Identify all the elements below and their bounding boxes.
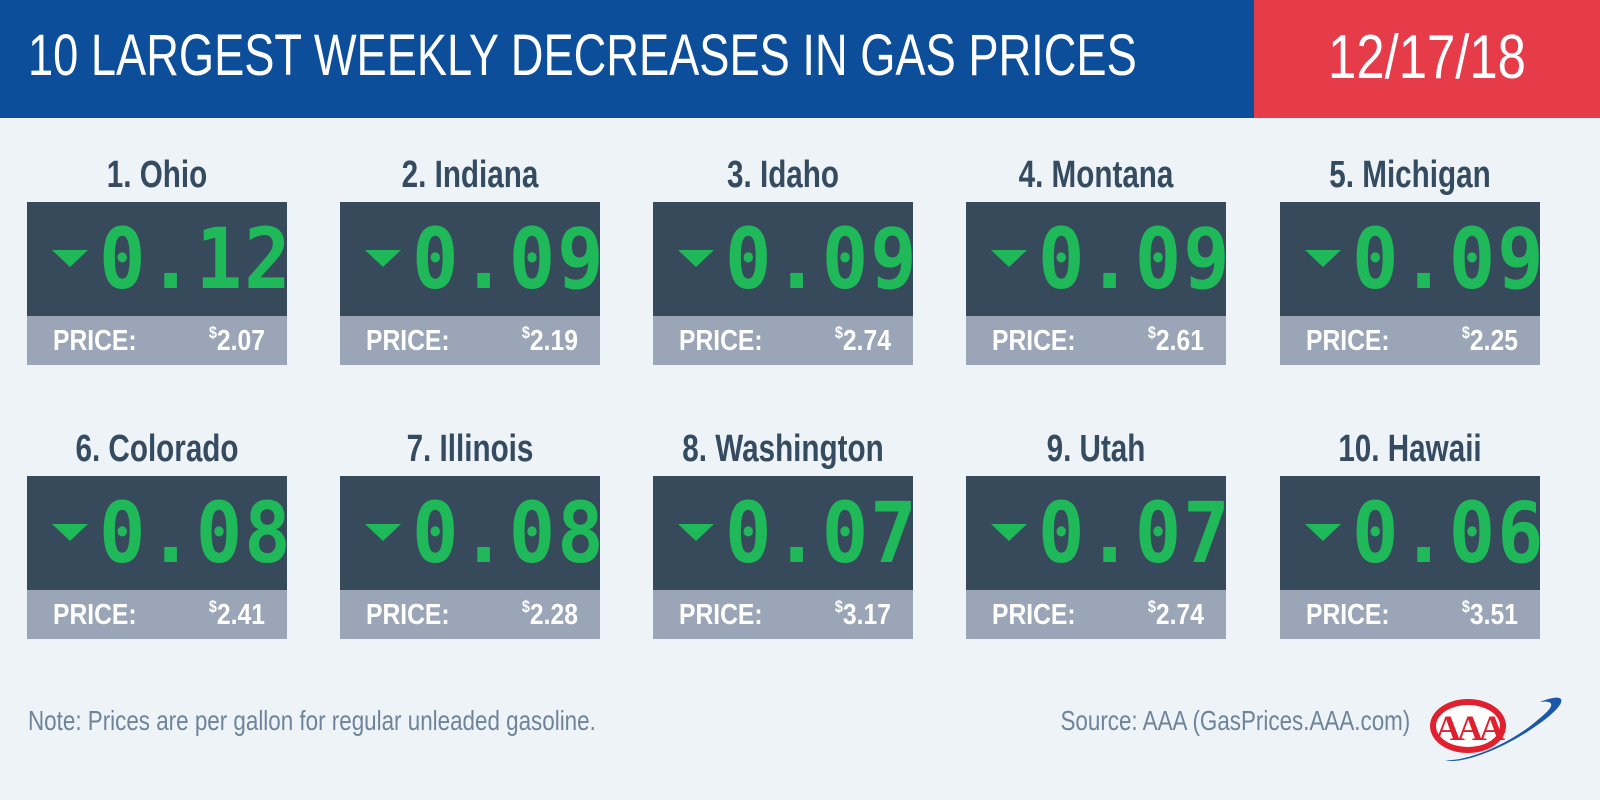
change-value: 0.09 [412, 210, 600, 308]
price-bar: PRICE: $3.51 [1280, 590, 1540, 639]
price-value: $2.61 [1147, 323, 1204, 357]
page-title: 10 LARGEST WEEKLY DECREASES IN GAS PRICE… [28, 23, 1137, 88]
price-bar: PRICE: $2.25 [1280, 316, 1540, 365]
down-arrow-icon [365, 250, 401, 267]
price-bar: PRICE: $2.07 [27, 316, 287, 365]
price-label: PRICE: [992, 599, 1076, 631]
price-bar: PRICE: $2.74 [653, 316, 913, 365]
header-banner: 10 LARGEST WEEKLY DECREASES IN GAS PRICE… [0, 0, 1600, 118]
date-badge: 12/17/18 [1254, 0, 1600, 118]
price-value: $2.74 [834, 323, 891, 357]
change-value: 0.09 [725, 210, 913, 308]
price-value: $2.74 [1147, 597, 1204, 631]
price-label: PRICE: [679, 325, 763, 357]
price-label: PRICE: [366, 325, 450, 357]
price-label: PRICE: [1306, 599, 1390, 631]
price-bar: PRICE: $3.17 [653, 590, 913, 639]
price-value: $2.07 [208, 323, 265, 357]
price-bar: PRICE: $2.41 [27, 590, 287, 639]
price-bar: PRICE: $2.28 [340, 590, 600, 639]
change-display: 0.09 [340, 202, 600, 316]
change-display: 0.09 [1280, 202, 1540, 316]
source-credit: Source: AAA (GasPrices.AAA.com) [1060, 705, 1410, 736]
svg-text:AAA: AAA [1435, 708, 1505, 748]
date-text: 12/17/18 [1328, 23, 1526, 92]
change-value: 0.09 [1352, 210, 1540, 308]
price-label: PRICE: [1306, 325, 1390, 357]
footnote: Note: Prices are per gallon for regular … [28, 705, 596, 736]
price-label: PRICE: [366, 599, 450, 631]
change-display: 0.08 [340, 476, 600, 590]
down-arrow-icon [365, 524, 401, 541]
change-display: 0.08 [27, 476, 287, 590]
price-value: $2.19 [521, 323, 578, 357]
price-value: $2.41 [208, 597, 265, 631]
price-label: PRICE: [679, 599, 763, 631]
price-bar: PRICE: $2.74 [966, 590, 1226, 639]
change-value: 0.08 [412, 484, 600, 582]
change-value: 0.12 [99, 210, 287, 308]
state-name: 3. Idaho [726, 154, 839, 196]
change-value: 0.09 [1038, 210, 1226, 308]
price-value: $3.17 [834, 597, 891, 631]
change-display: 0.09 [653, 202, 913, 316]
down-arrow-icon [678, 524, 714, 541]
change-display: 0.06 [1280, 476, 1540, 590]
change-value: 0.06 [1352, 484, 1540, 582]
down-arrow-icon [991, 250, 1027, 267]
price-bar: PRICE: $2.61 [966, 316, 1226, 365]
price-label: PRICE: [53, 325, 137, 357]
state-name: 5. Michigan [1329, 154, 1491, 196]
price-label: PRICE: [992, 325, 1076, 357]
aaa-logo: AAA [1430, 697, 1562, 761]
change-value: 0.07 [1038, 484, 1226, 582]
change-display: 0.07 [653, 476, 913, 590]
state-name: 4. Montana [1018, 154, 1174, 196]
price-value: $2.25 [1461, 323, 1518, 357]
state-name: 7. Illinois [406, 428, 534, 470]
state-name: 10. Hawaii [1338, 428, 1482, 470]
price-value: $2.28 [521, 597, 578, 631]
change-display: 0.09 [966, 202, 1226, 316]
state-name: 6. Colorado [75, 428, 239, 470]
price-label: PRICE: [53, 599, 137, 631]
down-arrow-icon [991, 524, 1027, 541]
down-arrow-icon [52, 524, 88, 541]
change-value: 0.08 [99, 484, 287, 582]
down-arrow-icon [1305, 250, 1341, 267]
price-bar: PRICE: $2.19 [340, 316, 600, 365]
down-arrow-icon [1305, 524, 1341, 541]
price-value: $3.51 [1461, 597, 1518, 631]
down-arrow-icon [52, 250, 88, 267]
state-name: 9. Utah [1046, 428, 1146, 470]
change-display: 0.07 [966, 476, 1226, 590]
state-name: 8. Washington [682, 428, 884, 470]
down-arrow-icon [678, 250, 714, 267]
change-value: 0.07 [725, 484, 913, 582]
state-name: 1. Ohio [106, 154, 208, 196]
change-display: 0.12 [27, 202, 287, 316]
state-name: 2. Indiana [401, 154, 539, 196]
